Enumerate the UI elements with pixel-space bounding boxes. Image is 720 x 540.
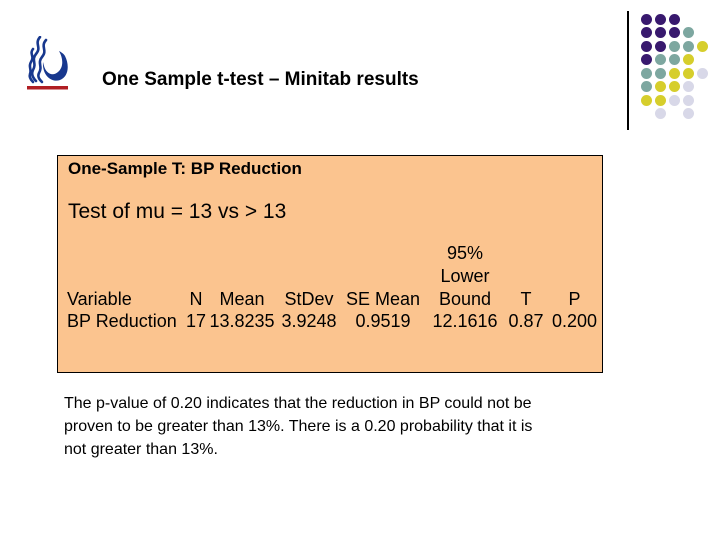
decorative-dot bbox=[682, 27, 694, 38]
decorative-dot bbox=[682, 67, 694, 79]
hypothesis-test-line: Test of mu = 13 vs > 13 bbox=[68, 200, 287, 223]
table-cell-t: 0.87 bbox=[508, 311, 544, 331]
decorative-dot bbox=[668, 40, 680, 52]
decorative-dot bbox=[696, 40, 708, 52]
flame-stroke bbox=[37, 38, 48, 84]
table-cell-p: 0.200 bbox=[551, 311, 598, 331]
decorative-dot bbox=[640, 54, 652, 65]
university-flame-logo-icon bbox=[27, 36, 68, 90]
interpretation-text: The p-value of 0.20 indicates that the r… bbox=[64, 392, 584, 461]
table-cell-n: 17 bbox=[185, 311, 207, 331]
decorative-dot bbox=[682, 81, 694, 92]
logo-red-bar bbox=[27, 86, 68, 90]
decorative-dot bbox=[654, 27, 666, 38]
table-cell-se-mean: 0.9519 bbox=[355, 311, 411, 331]
decorative-dot bbox=[654, 40, 666, 52]
table-header-variable: Variable bbox=[67, 289, 132, 309]
bound-pre-header-95: 95% bbox=[446, 243, 484, 263]
decorative-dot bbox=[654, 81, 666, 92]
table-header-bound: Bound bbox=[438, 289, 492, 309]
table-header-se-mean: SE Mean bbox=[345, 289, 421, 309]
decorative-dot bbox=[640, 94, 652, 106]
table-header-t: T bbox=[520, 289, 532, 309]
dot-pattern-decoration bbox=[620, 0, 720, 140]
minitab-results-table: 95% Lower Variable N Mean StDev SE Mean … bbox=[67, 242, 602, 332]
table-cell-stdev: 3.9248 bbox=[281, 311, 337, 331]
decorative-dot bbox=[682, 54, 694, 65]
table-header-p: P bbox=[568, 289, 581, 309]
flame-stroke bbox=[30, 36, 42, 83]
decorative-dot bbox=[640, 27, 652, 38]
decorative-dot bbox=[668, 67, 680, 79]
interpretation-line: The p-value of 0.20 indicates that the r… bbox=[64, 395, 532, 412]
decorative-dot bbox=[696, 67, 708, 79]
interpretation-line: proven to be greater than 13%. There is … bbox=[64, 418, 533, 435]
decorative-dot bbox=[668, 13, 680, 25]
minitab-output-heading: One-Sample T: BP Reduction bbox=[68, 159, 302, 178]
decorative-dot bbox=[654, 67, 666, 79]
table-cell-variable: BP Reduction bbox=[67, 311, 177, 331]
slide-title: One Sample t-test – Minitab results bbox=[102, 69, 419, 90]
decorative-dot bbox=[654, 13, 666, 25]
vertical-divider-line bbox=[627, 11, 629, 130]
decorative-dot bbox=[682, 94, 694, 106]
bound-pre-header-lower: Lower bbox=[440, 266, 490, 286]
decorative-dot bbox=[654, 54, 666, 65]
flame-bowl-shape bbox=[42, 51, 68, 81]
decorative-dot bbox=[654, 94, 666, 106]
table-header-mean: Mean bbox=[219, 289, 265, 309]
decorative-dot bbox=[640, 67, 652, 79]
decorative-dot bbox=[668, 54, 680, 65]
decorative-dot bbox=[654, 108, 666, 119]
table-header-stdev: StDev bbox=[284, 289, 334, 309]
interpretation-line: not greater than 13%. bbox=[64, 441, 218, 458]
decorative-dot bbox=[668, 94, 680, 106]
decorative-dot bbox=[640, 40, 652, 52]
table-header-n: N bbox=[189, 289, 203, 309]
table-cell-mean: 13.8235 bbox=[209, 311, 275, 331]
decorative-dot bbox=[668, 27, 680, 38]
decorative-dot bbox=[682, 40, 694, 52]
decorative-dot bbox=[682, 108, 694, 119]
flame-stroke bbox=[28, 47, 35, 84]
table-cell-bound: 12.1616 bbox=[432, 311, 498, 331]
decorative-dot bbox=[640, 81, 652, 92]
decorative-dot bbox=[640, 13, 652, 25]
minitab-output-box: One-Sample T: BP Reduction Test of mu = … bbox=[57, 155, 603, 373]
decorative-dot bbox=[668, 81, 680, 92]
